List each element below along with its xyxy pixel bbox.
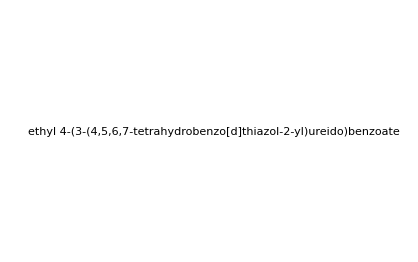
Text: ethyl 4-(3-(4,5,6,7-tetrahydrobenzo[d]thiazol-2-yl)ureido)benzoate: ethyl 4-(3-(4,5,6,7-tetrahydrobenzo[d]th… [28,127,400,137]
